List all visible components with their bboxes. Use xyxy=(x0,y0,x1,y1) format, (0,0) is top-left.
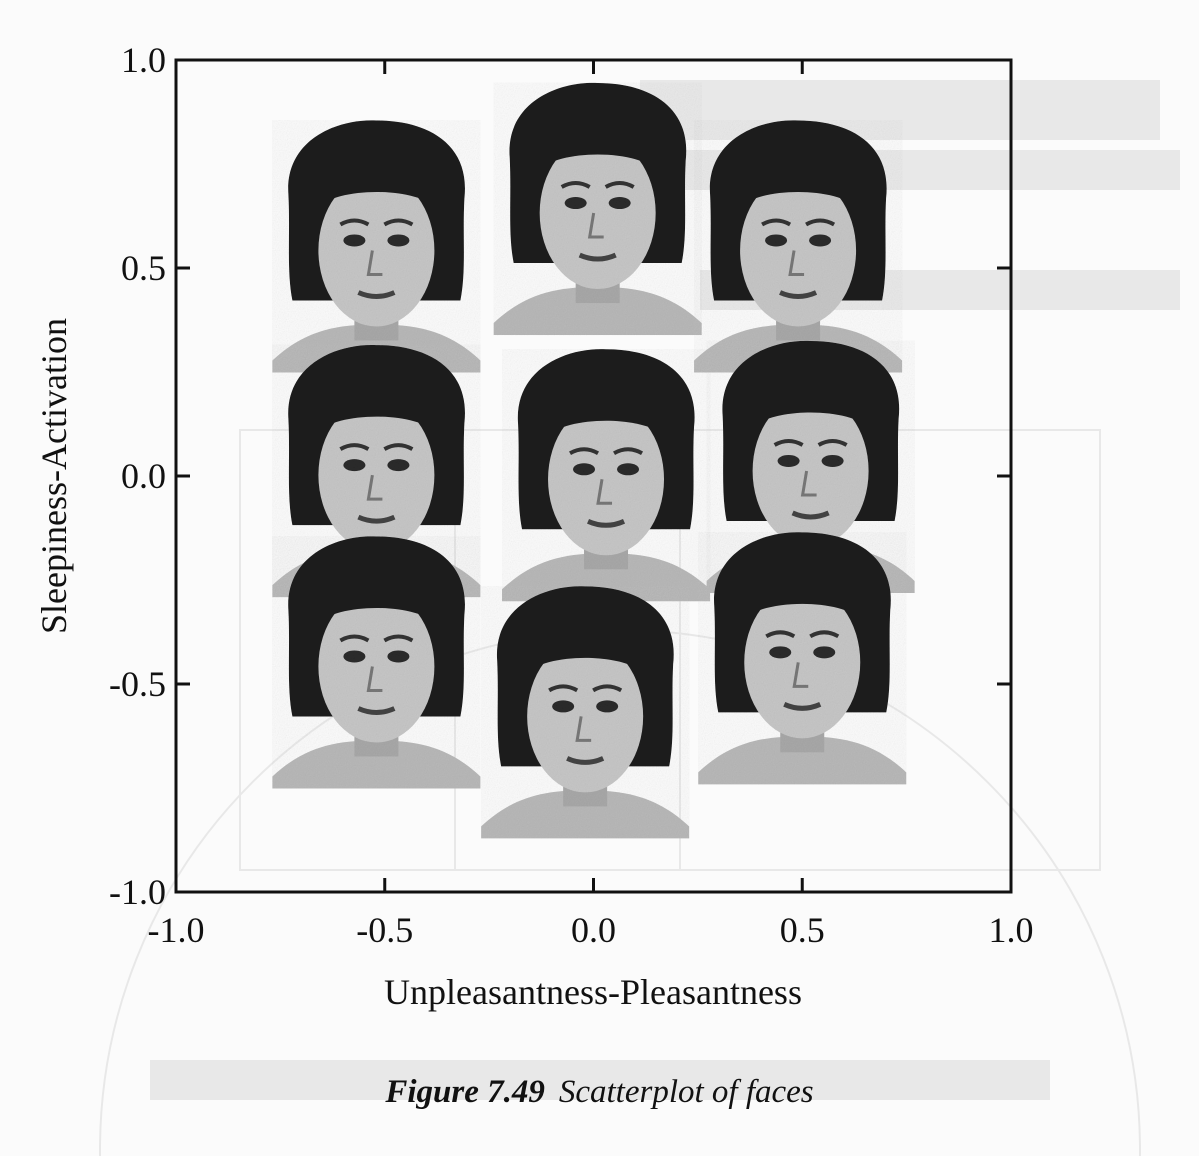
face-markers xyxy=(272,83,914,838)
face-marker-surprised xyxy=(494,83,702,335)
face-marker-relaxed xyxy=(698,532,906,784)
y-axis-label: Sleepiness-Activation xyxy=(34,318,74,634)
y-tick-label: -0.5 xyxy=(109,664,166,704)
y-tick-label: 0.5 xyxy=(121,248,166,288)
face-marker-distressed xyxy=(272,120,480,372)
y-tick-label: -1.0 xyxy=(109,872,166,912)
face-marker-neutral xyxy=(502,349,710,601)
figure-caption: Figure 7.49 Scatterplot of faces xyxy=(0,1074,1199,1111)
x-tick-label: -0.5 xyxy=(356,910,413,950)
x-tick-label: 1.0 xyxy=(989,910,1034,950)
face-marker-excited xyxy=(694,120,902,372)
figure-number: Figure 7.49 xyxy=(385,1074,545,1110)
y-tick-label: 0.0 xyxy=(121,456,166,496)
face-marker-sleepy xyxy=(481,586,689,838)
x-axis-label: Unpleasantness-Pleasantness xyxy=(384,972,802,1012)
x-tick-label: 0.0 xyxy=(571,910,616,950)
x-tick-label: -1.0 xyxy=(148,910,205,950)
face-marker-squinting xyxy=(272,536,480,788)
axis-tick-labels: -1.0 -0.5 0.0 0.5 1.0 1.0 0.5 0.0 -0.5 -1.0 xyxy=(109,40,1034,950)
x-tick-label: 0.5 xyxy=(780,910,825,950)
figure-title: Scatterplot of faces xyxy=(558,1074,814,1110)
y-tick-label: 1.0 xyxy=(121,40,166,80)
axis-ticks xyxy=(174,58,1013,894)
